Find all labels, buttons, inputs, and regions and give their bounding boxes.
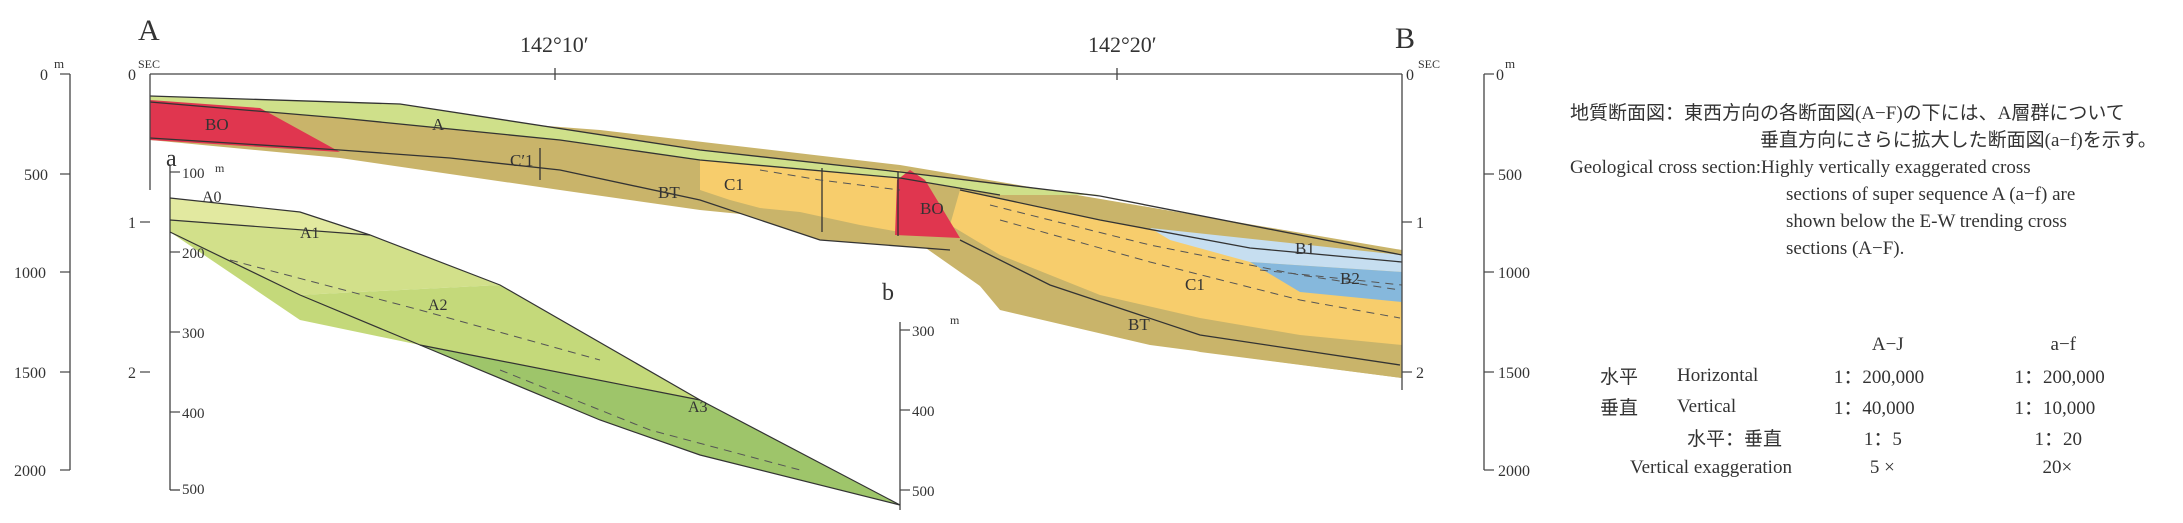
inset-left-tick-200: 200 <box>182 246 205 262</box>
depth-tick-500-right: 500 <box>1498 167 1522 184</box>
scale-row-horizontal-jp: 水平 <box>1600 367 1639 388</box>
scale-col-header-2: a−f <box>2050 334 2077 355</box>
layer-boundaries <box>149 95 1403 366</box>
unit-label-c1-east: C1 <box>1185 275 1205 294</box>
inset-a2-layer <box>170 232 700 400</box>
depth-tick-0-left: 0 <box>40 67 48 84</box>
inset-right-tick-300: 300 <box>912 324 935 340</box>
inset-layer-a3: A3 <box>688 399 708 416</box>
inset-left-tick-100: 100 <box>182 166 205 182</box>
sec-tick-2-left: 2 <box>128 365 136 382</box>
sec-tick-2-right: 2 <box>1416 365 1424 382</box>
depth-tick-1500-right: 1500 <box>1498 365 1530 382</box>
inset-a0-layer <box>170 198 370 235</box>
inset-layer-a1: A1 <box>300 225 320 242</box>
depth-tick-1500-left: 1500 <box>14 365 46 382</box>
c1-west-layer <box>700 160 900 232</box>
bedding-dashes <box>759 169 1403 319</box>
caption-en-line-2: sections of super sequence A (a−f) are <box>1786 184 2076 205</box>
sec-unit-left: SEC <box>138 57 160 71</box>
bt-lower-layer <box>150 96 1402 378</box>
depth-unit-left: m <box>54 56 64 71</box>
caption-en-line-3: shown below the E-W trending cross <box>1786 211 2067 232</box>
scale-row-horizontal-v2: 1：200,000 <box>2014 367 2105 388</box>
scale-exag-label: Vertical exaggeration <box>1630 457 1792 478</box>
depth-tick-2000-left: 2000 <box>14 463 46 480</box>
depth-ticks <box>60 73 1494 471</box>
scale-row-vertical-v2: 1：10,000 <box>2014 398 2096 419</box>
sec-tick-1-right: 1 <box>1416 215 1424 232</box>
depth-unit-right: m <box>1505 56 1515 71</box>
unit-label-bo-center: BO <box>920 199 944 218</box>
scale-row-horizontal-en: Horizontal <box>1677 364 1759 386</box>
inset-left-tick-500: 500 <box>182 482 205 498</box>
caption-jp-line-2: 垂直方向にさらに拡大した断面図(a−f)を示す。 <box>1760 130 2157 151</box>
inset-right-tick-400: 400 <box>912 404 935 420</box>
inset-label-a: a <box>166 146 177 172</box>
scale-exag-v1: 5 × <box>1869 457 1895 478</box>
sec-tick-0-left: 0 <box>128 67 136 84</box>
scale-ratio-v1: 1：5 <box>1863 429 1902 450</box>
caption-en-line-1: Geological cross section:Highly vertical… <box>1570 154 2170 181</box>
scale-row-vertical-v1: 1：40,000 <box>1833 398 1915 419</box>
section-start-letter: A <box>138 14 160 47</box>
inset-left-tick-300: 300 <box>182 326 205 342</box>
inset-a1-layer <box>170 220 500 295</box>
inset-unit-left: m <box>215 161 225 175</box>
unit-label-c1-prime: C′1 <box>510 151 534 170</box>
inset-section <box>169 165 910 510</box>
unit-label-c1-center: C1 <box>724 175 744 194</box>
section-layers <box>150 96 1402 378</box>
longitude-label-2: 142°20′ <box>1088 32 1157 57</box>
bo-west-intrusion <box>150 100 340 152</box>
depth-tick-0-right: 0 <box>1496 67 1504 84</box>
scale-exag-v2: 20× <box>2042 457 2073 478</box>
scale-ratio-v2: 1：20 <box>2034 429 2083 450</box>
unit-label-a: A <box>432 115 445 134</box>
section-end-letter: B <box>1395 22 1415 55</box>
depth-tick-500-left: 500 <box>24 167 48 184</box>
scale-table: A−J a−f 水平 Horizontal 1：200,000 1：200,00… <box>1600 330 2160 483</box>
scale-ratio-label: 水平：垂直 <box>1687 429 1783 450</box>
unit-label-bo-west: BO <box>205 115 229 134</box>
inset-label-b: b <box>882 280 894 306</box>
c1-east-base-line <box>959 239 1401 366</box>
unit-label-b1: B1 <box>1295 239 1315 258</box>
b2-layer <box>1250 262 1402 302</box>
scale-row-vertical-jp: 垂直 <box>1600 398 1639 419</box>
longitude-label-1: 142°10′ <box>520 32 589 57</box>
depth-tick-1000-right: 1000 <box>1498 265 1530 282</box>
depth-tick-1000-left: 1000 <box>14 265 46 282</box>
a-top-layer <box>150 96 1100 195</box>
inset-right-tick-500: 500 <box>912 484 935 500</box>
sec-tick-1-left: 1 <box>128 215 136 232</box>
depth-tick-2000-right: 2000 <box>1498 463 1530 480</box>
scale-row-horizontal-v1: 1：200,000 <box>1833 367 1925 388</box>
caption-jp-line-1: 地質断面図：東西方向の各断面図(A−F)の下には、A層群について <box>1570 103 2125 124</box>
bo-center-intrusion <box>895 170 960 238</box>
scale-row-vertical-en: Vertical <box>1677 395 1737 417</box>
c1-east-layer <box>950 190 1402 345</box>
inset-left-tick-400: 400 <box>182 406 205 422</box>
top-surface-line <box>149 95 1403 256</box>
inset-layer-a2: A2 <box>428 297 448 314</box>
sec-unit-right: SEC <box>1418 57 1440 71</box>
unit-label-bt: BT <box>658 183 680 202</box>
inset-layer-a0: A0 <box>202 189 222 206</box>
unit-label-bt-east: BT <box>1128 315 1150 334</box>
bt-top-line <box>149 137 951 251</box>
scale-col-header-1: A−J <box>1871 334 1904 355</box>
inset-unit-right: m <box>950 313 960 327</box>
caption-en-text-1: Highly vertically exaggerated cross <box>1761 157 2031 178</box>
inset-a3-layer <box>420 345 900 505</box>
sec-tick-0-right: 0 <box>1406 67 1414 84</box>
caption-block: 地質断面図：東西方向の各断面図(A−F)の下には、A層群について 垂直方向にさら… <box>1570 100 2170 262</box>
a-base-line <box>149 101 1001 196</box>
caption-en-line-4: sections (A−F). <box>1786 238 1905 259</box>
caption-en-head: Geological cross section: <box>1570 157 1762 178</box>
c1-east-top-line <box>959 189 1403 263</box>
unit-label-b2: B2 <box>1340 269 1360 288</box>
section-text: A B 142°10′ 142°20′ m m SEC SEC 0 500 10… <box>14 14 1530 500</box>
